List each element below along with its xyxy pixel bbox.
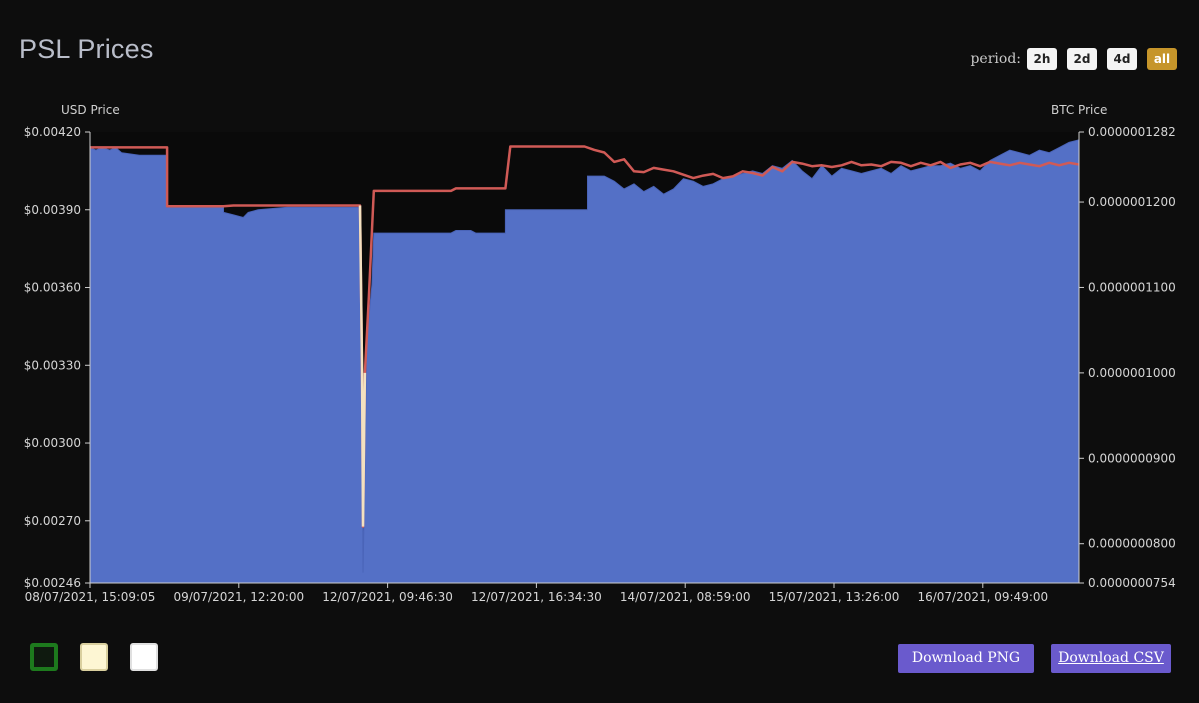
right-tick-label: 0.0000001000 <box>1088 366 1176 380</box>
period-2d-button[interactable]: 2d <box>1067 48 1097 70</box>
period-label: period: <box>970 51 1021 67</box>
left-tick-label: $0.00270 <box>24 514 81 528</box>
theme-swatch-cream[interactable] <box>80 643 108 671</box>
theme-swatch-white[interactable] <box>130 643 158 671</box>
right-tick-label: 0.0000000800 <box>1088 537 1176 551</box>
x-tick-label: 15/07/2021, 13:26:00 <box>769 590 900 604</box>
right-tick-label: 0.0000001282 <box>1088 125 1176 139</box>
left-axis-title: USD Price <box>61 103 120 117</box>
left-tick-label: $0.00246 <box>24 576 81 590</box>
period-2h-button[interactable]: 2h <box>1027 48 1057 70</box>
right-axis-title: BTC Price <box>1051 103 1108 117</box>
left-tick-label: $0.00390 <box>24 203 81 217</box>
left-tick-label: $0.00300 <box>24 436 81 450</box>
right-tick-label: 0.0000001200 <box>1088 195 1176 209</box>
left-tick-label: $0.00330 <box>24 358 81 372</box>
period-all-button[interactable]: all <box>1147 48 1177 70</box>
x-tick-label: 12/07/2021, 09:46:30 <box>322 590 453 604</box>
page-title: PSL Prices <box>19 34 154 64</box>
price-chart[interactable]: $0.00420 $0.00390 $0.00360 $0.00330 $0.00300… <box>0 0 1199 620</box>
download-png-button[interactable]: Download PNG <box>898 644 1034 673</box>
period-selector: period: 2h 2d 4d all <box>970 48 1177 70</box>
right-tick-label: 0.0000001100 <box>1088 280 1176 294</box>
theme-swatch-dark-green[interactable] <box>30 643 58 671</box>
x-tick-label: 09/07/2021, 12:20:00 <box>173 590 304 604</box>
x-tick-label: 12/07/2021, 16:34:30 <box>471 590 602 604</box>
x-tick-label: 08/07/2021, 15:09:05 <box>25 590 156 604</box>
download-csv-button[interactable]: Download CSV <box>1051 644 1171 673</box>
left-tick-label: $0.00360 <box>24 281 81 295</box>
btc-price-line <box>90 145 1080 528</box>
period-4d-button[interactable]: 4d <box>1107 48 1137 70</box>
right-tick-label: 0.0000000900 <box>1088 451 1176 465</box>
x-tick-label: 16/07/2021, 09:49:00 <box>917 590 1048 604</box>
x-tick-label: 14/07/2021, 08:59:00 <box>620 590 751 604</box>
left-tick-label: $0.00420 <box>24 125 81 139</box>
right-tick-label: 0.0000000754 <box>1088 576 1176 590</box>
btc-price-dip <box>358 205 367 527</box>
usd-price-area <box>90 139 1079 584</box>
